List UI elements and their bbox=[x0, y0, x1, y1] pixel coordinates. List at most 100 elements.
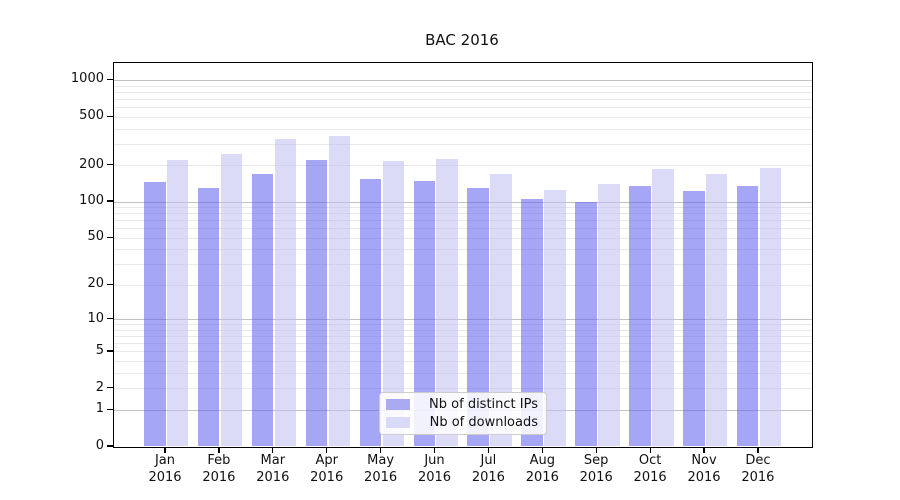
gridline-minor bbox=[114, 324, 812, 326]
y-tick-label: 500 bbox=[79, 108, 104, 124]
x-tick-label: Jul 2016 bbox=[471, 453, 505, 485]
bar-downloads bbox=[166, 160, 189, 447]
y-tick-mark bbox=[106, 283, 113, 286]
x-tick-label: Mar 2016 bbox=[256, 453, 290, 485]
bar-distinct-ips bbox=[467, 187, 489, 447]
y-tick-label: 200 bbox=[79, 156, 104, 172]
gridline-minor bbox=[114, 264, 812, 266]
y-tick-label: 0 bbox=[95, 438, 104, 453]
x-tick-label: Jun 2016 bbox=[417, 453, 452, 485]
gridline-minor bbox=[114, 343, 812, 345]
y-tick-mark bbox=[106, 408, 113, 410]
x-tick-mark bbox=[487, 446, 490, 453]
bar-downloads bbox=[544, 189, 566, 447]
x-tick-label: Jan 2016 bbox=[148, 453, 182, 485]
bar-distinct-ips bbox=[144, 182, 166, 447]
x-tick-mark bbox=[380, 446, 382, 453]
gridline-minor bbox=[114, 361, 812, 363]
gridline-minor bbox=[114, 143, 812, 145]
bar-downloads bbox=[490, 173, 512, 447]
x-tick-mark bbox=[326, 446, 328, 453]
x-tick-label: Aug 2016 bbox=[525, 453, 559, 485]
gridline-minor bbox=[114, 351, 812, 353]
gridline-minor bbox=[114, 388, 812, 390]
y-tick-label: 50 bbox=[87, 229, 104, 245]
y-tick-mark bbox=[106, 318, 113, 320]
y-tick-mark bbox=[106, 78, 113, 81]
gridline-minor bbox=[114, 116, 812, 118]
legend-item-distinct-ips: Nb of distinct IPs bbox=[386, 397, 538, 412]
gridline-minor bbox=[114, 128, 812, 130]
bar-distinct-ips bbox=[197, 187, 220, 447]
x-tick-label: Dec 2016 bbox=[741, 453, 775, 485]
x-tick-mark bbox=[649, 446, 651, 453]
gridline-minor bbox=[114, 220, 812, 222]
bar-distinct-ips bbox=[629, 185, 651, 447]
bar-downloads bbox=[705, 173, 728, 447]
x-tick-mark bbox=[164, 446, 166, 453]
bar-distinct-ips bbox=[683, 191, 705, 447]
bar-distinct-ips bbox=[736, 185, 759, 447]
gridline-minor bbox=[114, 237, 812, 239]
legend-swatch-distinct-ips bbox=[386, 399, 410, 411]
legend-label-downloads: Nb of downloads bbox=[429, 414, 538, 430]
bar-downloads bbox=[382, 161, 405, 447]
gridline-minor bbox=[114, 207, 812, 209]
y-tick-mark bbox=[106, 350, 113, 352]
gridline-minor bbox=[114, 91, 812, 93]
gridline-minor bbox=[114, 228, 812, 230]
y-tick-label: 100 bbox=[79, 193, 104, 209]
x-tick-mark bbox=[595, 446, 597, 453]
bar-downloads bbox=[759, 168, 782, 447]
x-tick-mark bbox=[757, 446, 759, 453]
gridline-minor bbox=[114, 372, 812, 374]
legend-label-distinct-ips: Nb of distinct IPs bbox=[429, 397, 538, 413]
legend: Nb of distinct IPs Nb of downloads bbox=[379, 392, 547, 435]
bar-downloads bbox=[652, 168, 674, 447]
y-tick-mark bbox=[106, 387, 113, 389]
x-tick-mark bbox=[541, 446, 543, 453]
bar-downloads bbox=[436, 158, 458, 447]
legend-item-downloads: Nb of downloads bbox=[386, 415, 538, 430]
gridline-minor bbox=[114, 249, 812, 251]
bar-distinct-ips bbox=[413, 181, 436, 447]
y-tick-label: 1 bbox=[95, 401, 104, 417]
bar-distinct-ips bbox=[251, 173, 274, 447]
y-tick-mark bbox=[106, 115, 113, 117]
x-tick-label: May 2016 bbox=[364, 453, 398, 485]
x-tick-label: Feb 2016 bbox=[202, 453, 236, 485]
gridline-minor bbox=[114, 329, 812, 331]
bar-downloads bbox=[274, 138, 297, 447]
bar-distinct-ips bbox=[575, 201, 597, 447]
y-tick-mark bbox=[106, 236, 113, 238]
y-tick-label: 10 bbox=[87, 310, 104, 326]
y-tick-label: 2 bbox=[95, 379, 104, 395]
x-tick-mark bbox=[433, 446, 436, 453]
bar-distinct-ips bbox=[359, 178, 382, 447]
x-tick-label: Sep 2016 bbox=[579, 453, 613, 485]
x-tick-mark bbox=[272, 446, 274, 453]
bar-distinct-ips bbox=[521, 199, 543, 447]
gridline-minor bbox=[114, 336, 812, 338]
x-tick-label: Nov 2016 bbox=[687, 453, 721, 485]
y-tick-label: 20 bbox=[87, 276, 104, 292]
plot-area bbox=[113, 62, 813, 448]
y-tick-mark bbox=[106, 445, 113, 447]
gridline-minor bbox=[114, 284, 812, 286]
gridline-minor bbox=[114, 85, 812, 87]
bar-distinct-ips bbox=[305, 160, 328, 447]
gridline-minor bbox=[114, 98, 812, 100]
x-tick-mark bbox=[703, 446, 705, 453]
gridline-minor bbox=[114, 165, 812, 167]
bar-downloads bbox=[598, 183, 620, 447]
gridline-major bbox=[114, 201, 812, 203]
y-tick-mark bbox=[106, 200, 113, 202]
y-tick-label: 1000 bbox=[70, 71, 104, 87]
gridline-major bbox=[114, 79, 812, 82]
y-tick-label: 5 bbox=[95, 342, 104, 358]
chart-title: BAC 2016 bbox=[425, 31, 499, 49]
gridline-minor bbox=[114, 107, 812, 109]
y-tick-mark bbox=[106, 163, 113, 166]
bar-downloads bbox=[328, 135, 351, 447]
